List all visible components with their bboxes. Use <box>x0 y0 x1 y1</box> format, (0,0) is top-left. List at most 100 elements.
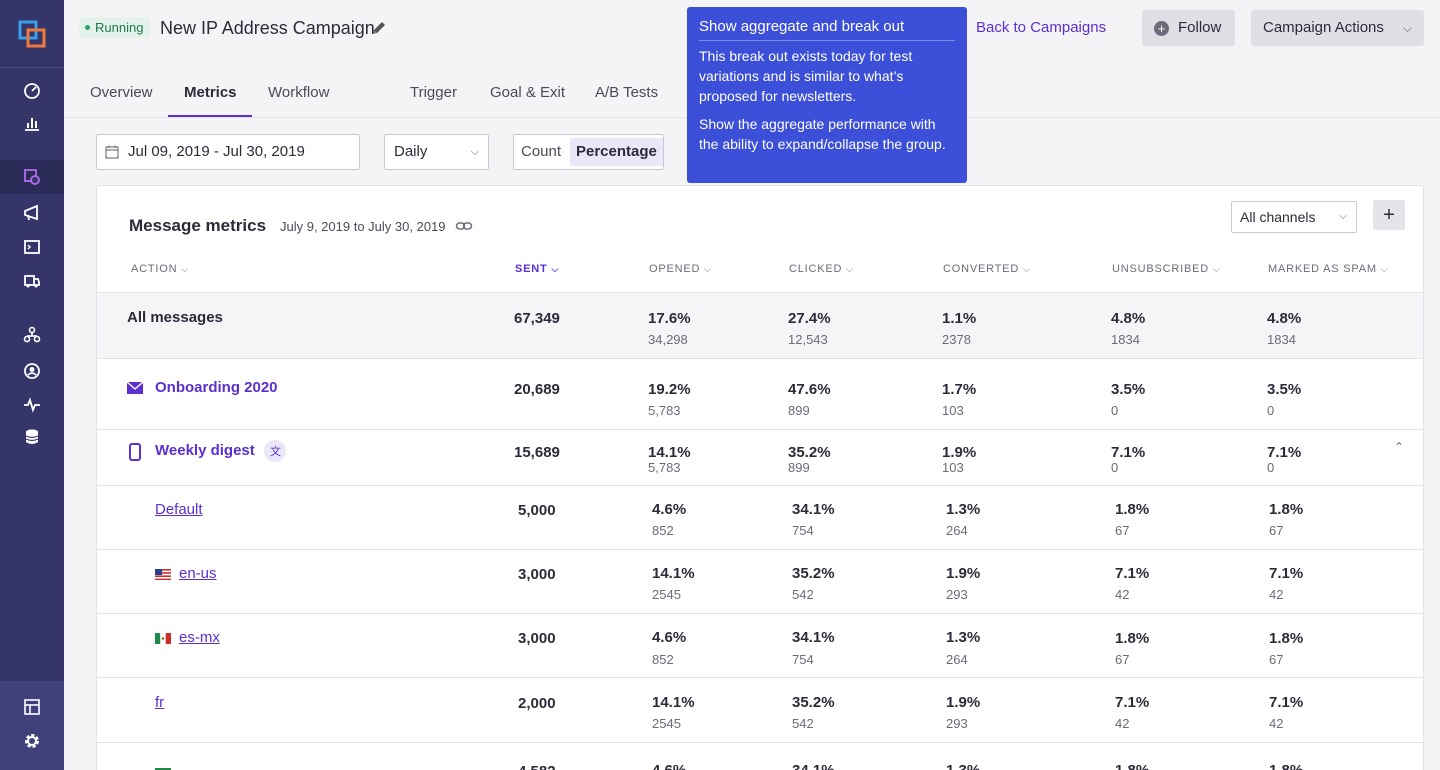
tab-ab-tests[interactable]: A/B Tests <box>595 84 659 101</box>
column-label: MARKED AS SPAM <box>1268 263 1377 275</box>
table-row-variant-en-us[interactable]: en-us 3,000 14.1% 2545 35.2% 542 1.9% 29… <box>97 549 1423 613</box>
back-to-campaigns-link[interactable]: ‹Back to Campaigns <box>960 18 1106 38</box>
tab-goal-exit[interactable]: Goal & Exit <box>490 84 566 101</box>
chevron-up-icon[interactable]: ⌃ <box>1394 440 1405 454</box>
spam-pct: 7.1% <box>1269 565 1304 582</box>
date-range-picker[interactable]: Jul 09, 2019 - Jul 30, 2019 <box>96 134 360 170</box>
chevron-down-icon: ⌵ <box>181 264 189 274</box>
clicked-count: 542 <box>792 587 814 602</box>
email-icon <box>126 381 144 394</box>
add-button[interactable]: + <box>1373 200 1405 230</box>
unsubscribed-count: 1834 <box>1111 332 1140 347</box>
column-header-action[interactable]: ACTION ⌵ <box>131 262 189 276</box>
table-row-weekly-digest[interactable]: Weekly digest 文 15,689 14.1% 5,783 35.2%… <box>97 429 1423 485</box>
sent-value: 15,689 <box>514 444 560 461</box>
unsubscribed-pct: 4.8% <box>1111 310 1146 327</box>
spam-count: 0 <box>1267 460 1275 475</box>
spam-pct: 1.8% <box>1269 501 1304 518</box>
sent-value: 67,349 <box>514 310 560 327</box>
column-header-marked-as-spam[interactable]: MARKED AS SPAM ⌵ <box>1268 262 1388 276</box>
converted-pct: 1.9% <box>942 444 977 461</box>
column-header-unsubscribed[interactable]: UNSUBSCRIBED ⌵ <box>1112 262 1221 276</box>
message-metrics-card: Message metrics July 9, 2019 to July 30,… <box>96 185 1424 770</box>
app-logo[interactable] <box>0 0 64 68</box>
segments-icon[interactable] <box>0 318 64 352</box>
variant-link[interactable]: fr <box>155 694 165 711</box>
converted-pct: 1.3% <box>946 629 981 646</box>
status-badge: Running <box>79 17 151 38</box>
clicked-count: 899 <box>788 403 810 418</box>
date-range-value: Jul 09, 2019 - Jul 30, 2019 <box>128 143 305 160</box>
link-icon[interactable] <box>455 217 473 235</box>
column-label: CONVERTED <box>943 263 1020 275</box>
converted-count: 103 <box>942 460 964 475</box>
mobile-push-icon <box>129 443 141 461</box>
converted-count: 293 <box>946 587 968 602</box>
table-row-onboarding-2020[interactable]: Onboarding 2020 20,689 19.2% 5,783 47.6%… <box>97 358 1423 429</box>
unsubscribed-pct: 1.8% <box>1115 762 1149 770</box>
column-header-clicked[interactable]: CLICKED ⌵ <box>789 262 854 276</box>
opened-pct: 17.6% <box>648 310 691 327</box>
analytics-icon[interactable] <box>0 106 64 140</box>
period-select[interactable]: Daily ⌵ <box>384 134 489 170</box>
deliveries-icon[interactable] <box>0 264 64 298</box>
dashboard-icon[interactable] <box>0 74 64 108</box>
converted-pct: 1.3% <box>946 501 981 518</box>
spam-pct: 3.5% <box>1267 381 1302 398</box>
opened-count: 852 <box>652 523 674 538</box>
opened-count: 5,783 <box>648 460 681 475</box>
terminal-icon[interactable] <box>0 230 64 264</box>
column-header-converted[interactable]: CONVERTED ⌵ <box>943 262 1031 276</box>
tab-metrics[interactable]: Metrics <box>184 84 237 101</box>
sent-value: 4,582 <box>518 762 556 770</box>
activity-icon[interactable] <box>0 388 64 422</box>
edit-pencil-icon[interactable] <box>370 19 388 37</box>
chevron-down-icon: ⌵ <box>551 264 560 274</box>
table-row-variant-es-mx[interactable]: es-mx 3,000 4.6% 852 34.1% 754 1.3% 264 … <box>97 613 1423 677</box>
people-icon[interactable] <box>0 354 64 388</box>
column-label: SENT <box>515 263 548 275</box>
layout-icon[interactable] <box>0 690 64 724</box>
unsubscribed-pct: 1.8% <box>1115 501 1150 518</box>
column-label: UNSUBSCRIBED <box>1112 263 1210 275</box>
tab-trigger[interactable]: Trigger <box>410 84 457 101</box>
chevron-down-icon: ⌵ <box>1380 264 1389 274</box>
clicked-count: 899 <box>788 460 810 475</box>
broadcasts-icon[interactable] <box>0 196 64 230</box>
mexico-flag-icon <box>155 633 171 644</box>
clicked-count: 754 <box>792 652 814 667</box>
table-row-variant-default[interactable]: Default 5,000 4.6% 852 34.1% 754 1.3% 26… <box>97 485 1423 549</box>
campaign-actions-button[interactable]: Campaign Actions ⌵ <box>1251 10 1424 46</box>
tab-overview[interactable]: Overview <box>90 84 153 101</box>
sent-value: 20,689 <box>514 381 560 398</box>
follow-label: Follow <box>1178 19 1222 36</box>
row-name: All messages <box>127 309 223 326</box>
settings-gear-icon[interactable] <box>0 724 64 758</box>
variant-link[interactable]: es-mx <box>179 629 220 646</box>
variant-link[interactable]: Default <box>155 501 203 518</box>
column-header-opened[interactable]: OPENED ⌵ <box>649 262 712 276</box>
sent-value: 3,000 <box>518 566 556 583</box>
follow-button[interactable]: + Follow <box>1142 10 1235 46</box>
message-name-link[interactable]: Weekly digest <box>155 442 255 459</box>
opened-pct: 14.1% <box>648 444 691 461</box>
clicked-pct: 34.1% <box>792 629 835 646</box>
converted-pct: 1.7% <box>942 381 977 398</box>
toggle-percentage-option[interactable]: Percentage <box>570 138 663 166</box>
toggle-count-option[interactable]: Count <box>521 143 562 160</box>
period-value: Daily <box>394 143 428 160</box>
table-row-variant-partial[interactable]: 4,582 4.6% 34.1% 1.3% 1.8% 1.8% <box>97 742 1423 770</box>
unsubscribed-pct: 7.1% <box>1115 694 1150 711</box>
column-header-sent[interactable]: SENT ⌵ <box>515 262 559 276</box>
spam-pct: 1.8% <box>1269 630 1304 647</box>
channel-select[interactable]: All channels ⌵ <box>1231 201 1357 233</box>
page-title: New IP Address Campaign <box>160 18 375 38</box>
clicked-pct: 27.4% <box>788 310 831 327</box>
campaigns-icon[interactable] <box>0 160 64 194</box>
variant-link[interactable]: en-us <box>179 565 217 582</box>
table-row-variant-fr[interactable]: fr 2,000 14.1% 2545 35.2% 542 1.9% 293 7… <box>97 677 1423 742</box>
tab-workflow[interactable]: Workflow <box>268 84 330 101</box>
message-name-link[interactable]: Onboarding 2020 <box>155 379 278 396</box>
data-icon[interactable] <box>0 420 64 454</box>
opened-count: 2545 <box>652 587 681 602</box>
